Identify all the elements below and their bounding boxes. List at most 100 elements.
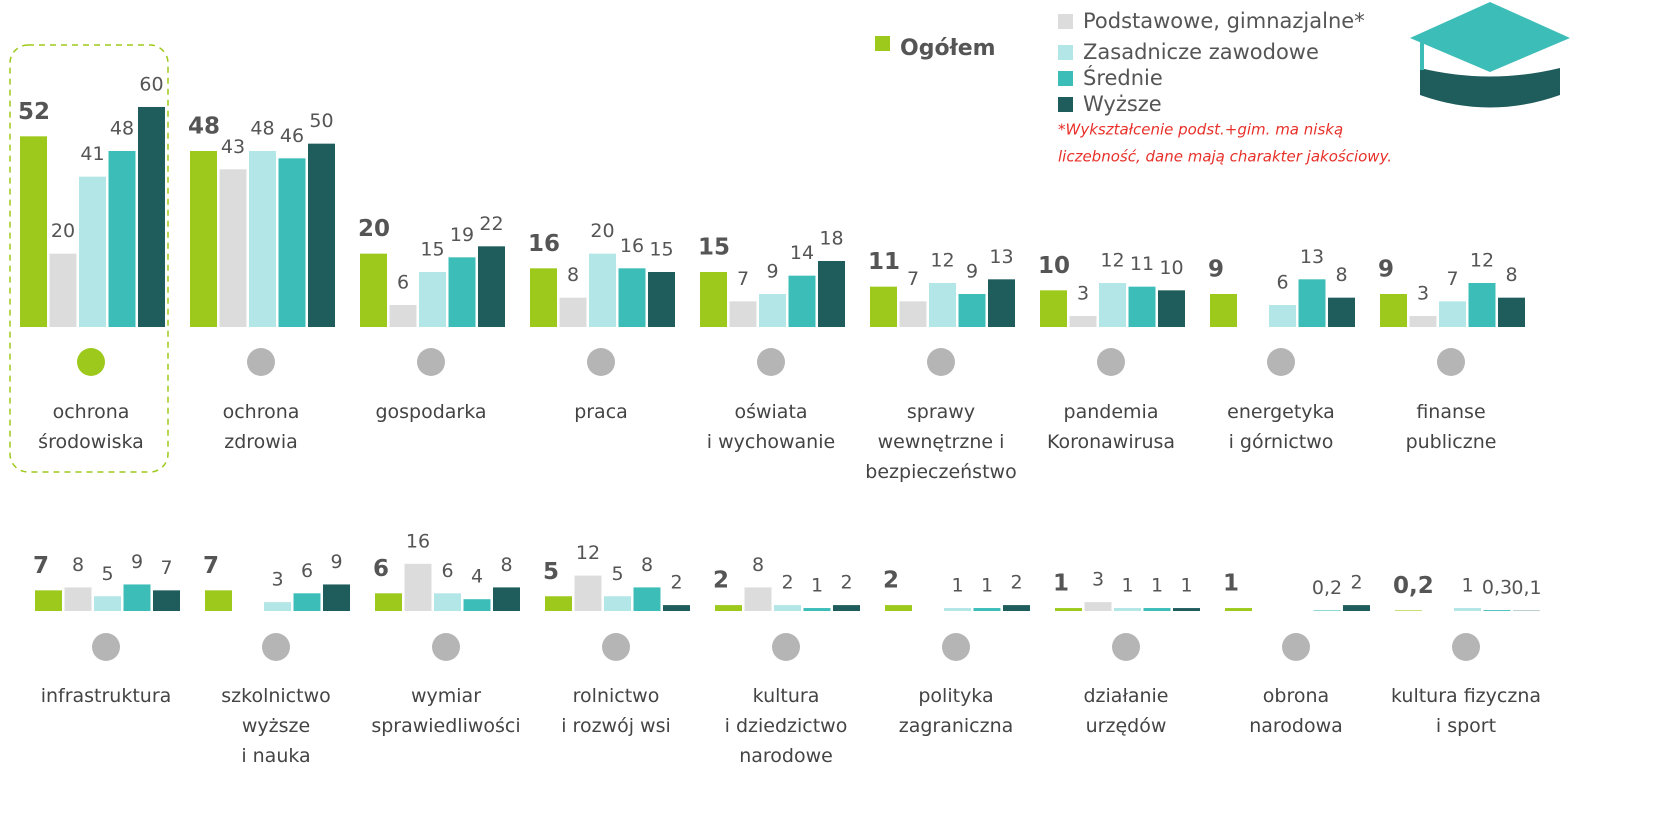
value-label: 0,3 xyxy=(1482,577,1512,599)
value-label: 1 xyxy=(1223,571,1239,597)
bar xyxy=(648,272,675,327)
value-label: 7 xyxy=(160,557,172,579)
bar xyxy=(35,590,62,611)
bar xyxy=(575,576,602,611)
legend-label: Wyższe xyxy=(1083,92,1162,116)
value-label: 7 xyxy=(203,553,219,579)
bar xyxy=(1269,305,1296,327)
bar xyxy=(1040,290,1067,327)
value-label: 8 xyxy=(641,554,653,576)
value-label: 9 xyxy=(131,551,143,573)
bar xyxy=(789,276,816,327)
bar xyxy=(1055,608,1082,611)
bar xyxy=(545,596,572,611)
legend-label: Zasadnicze zawodowe xyxy=(1083,40,1319,64)
bar xyxy=(589,254,616,327)
category-icon xyxy=(1452,633,1480,661)
bar xyxy=(959,294,986,327)
bar xyxy=(804,608,831,611)
bar xyxy=(818,261,845,327)
value-label: 48 xyxy=(110,117,134,139)
value-label: 6 xyxy=(1276,271,1288,293)
category-icon xyxy=(1112,633,1140,661)
bar xyxy=(323,584,350,611)
bar xyxy=(360,254,387,327)
value-label: 9 xyxy=(966,260,978,282)
value-label: 3 xyxy=(1077,282,1089,304)
value-label: 8 xyxy=(1505,264,1517,286)
value-label: 0,1 xyxy=(1511,577,1541,599)
value-label: 7 xyxy=(33,553,49,579)
bar xyxy=(1225,608,1252,611)
value-label: 3 xyxy=(1417,282,1429,304)
legend-label: Podstawowe, gimnazjalne* xyxy=(1083,9,1365,33)
value-label: 11 xyxy=(1130,253,1154,275)
value-label: 12 xyxy=(576,542,600,564)
value-label: 16 xyxy=(528,231,560,257)
value-label: 12 xyxy=(930,249,954,271)
value-label: 18 xyxy=(819,227,843,249)
value-label: 2 xyxy=(840,572,852,594)
value-label: 19 xyxy=(450,224,474,246)
bar xyxy=(153,590,180,611)
value-label: 20 xyxy=(51,220,75,242)
value-label: 15 xyxy=(649,238,673,260)
bar xyxy=(220,169,247,327)
value-label: 4 xyxy=(471,566,483,588)
value-label: 6 xyxy=(373,556,389,582)
value-label: 8 xyxy=(72,554,84,576)
bar xyxy=(1343,605,1370,611)
bar xyxy=(308,144,335,327)
category-icon xyxy=(772,633,800,661)
value-label: 20 xyxy=(358,216,390,242)
value-label: 46 xyxy=(280,125,304,147)
value-label: 13 xyxy=(1300,246,1324,268)
category-icon xyxy=(1097,348,1125,376)
bar xyxy=(1173,608,1200,611)
bar xyxy=(449,257,476,327)
value-label: 6 xyxy=(441,560,453,582)
value-label: 48 xyxy=(188,113,220,139)
value-label: 5 xyxy=(611,563,623,585)
bar xyxy=(1469,283,1496,327)
category-icon xyxy=(942,633,970,661)
bar xyxy=(900,301,927,327)
bar xyxy=(1410,316,1437,327)
category-label: finanse publiczne xyxy=(1351,397,1551,457)
note: liczebność, dane mają charakter jakościo… xyxy=(1058,148,1392,166)
value-label: 10 xyxy=(1038,253,1070,279)
value-label: 5 xyxy=(101,563,113,585)
legend-swatch xyxy=(1058,71,1073,86)
bar xyxy=(190,151,217,327)
value-label: 6 xyxy=(301,560,313,582)
bar xyxy=(50,254,77,327)
value-label: 0,2 xyxy=(1312,577,1342,599)
value-label: 2 xyxy=(713,568,729,594)
value-label: 1 xyxy=(1053,571,1069,597)
bar xyxy=(405,564,432,611)
bar xyxy=(663,605,690,611)
value-label: 5 xyxy=(543,559,559,585)
value-label: 1 xyxy=(1461,575,1473,597)
value-label: 12 xyxy=(1100,249,1124,271)
bar xyxy=(65,587,92,611)
bar xyxy=(279,158,306,327)
bar xyxy=(1144,608,1171,611)
bar xyxy=(745,587,772,611)
bar xyxy=(79,177,106,327)
value-label: 43 xyxy=(221,136,245,158)
legend-swatch xyxy=(875,36,890,51)
value-label: 12 xyxy=(1470,249,1494,271)
value-label: 10 xyxy=(1159,257,1183,279)
bar xyxy=(109,151,136,327)
bar xyxy=(1439,301,1466,327)
bar xyxy=(833,605,860,611)
category-icon xyxy=(432,633,460,661)
category-icon xyxy=(247,348,275,376)
bar xyxy=(1158,290,1185,327)
bar xyxy=(929,283,956,327)
bar xyxy=(124,584,151,611)
category-icon xyxy=(1267,348,1295,376)
value-label: 1 xyxy=(981,575,993,597)
bar xyxy=(94,596,121,611)
